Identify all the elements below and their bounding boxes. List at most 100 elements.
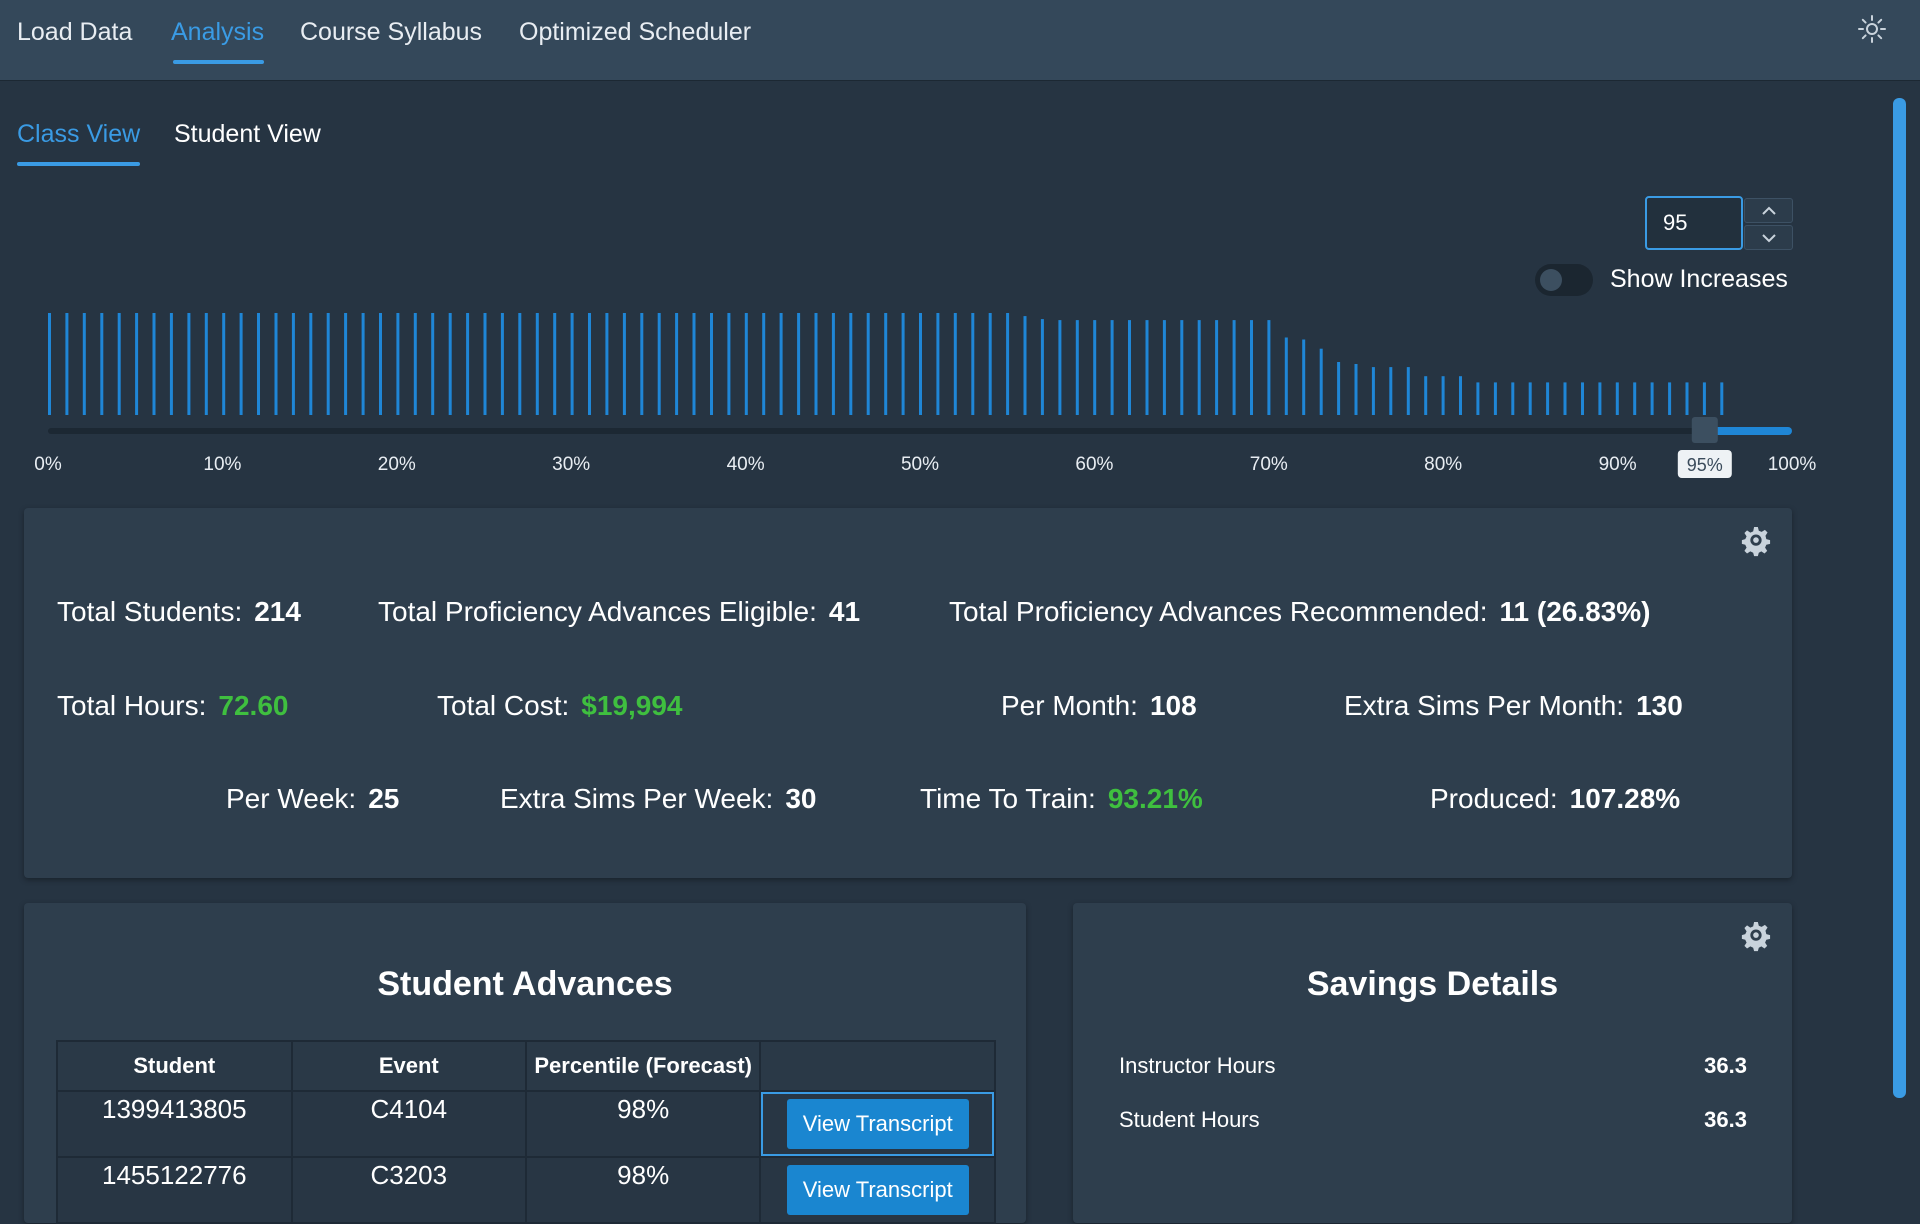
table-row[interactable]: 1399413805 C4104 98% View Transcript bbox=[56, 1090, 996, 1158]
histogram-bar bbox=[1145, 320, 1149, 415]
histogram-bar bbox=[1476, 382, 1480, 415]
stat-value: 130 bbox=[1636, 690, 1683, 721]
histogram-bar bbox=[570, 313, 574, 415]
histogram-bar bbox=[1128, 320, 1131, 415]
savings-details-panel bbox=[1073, 903, 1792, 1223]
eligible-stat: Total Proficiency Advances Eligible: 41 bbox=[378, 596, 860, 628]
stat-value: 107.28% bbox=[1569, 783, 1681, 814]
tick-label: 0% bbox=[34, 454, 62, 475]
stat-value: 93.21% bbox=[1107, 783, 1203, 814]
histogram-bar bbox=[1493, 382, 1497, 415]
show-increases-label: Show Increases bbox=[1610, 265, 1788, 293]
toggle-knob bbox=[1540, 269, 1562, 291]
histogram-bar bbox=[135, 313, 139, 415]
histogram-bar bbox=[169, 313, 173, 415]
stat-value: 25 bbox=[368, 783, 400, 814]
time-to-train-stat: Time To Train: 93.21% bbox=[920, 783, 1203, 815]
col-actions bbox=[759, 1040, 996, 1092]
histogram-bar bbox=[988, 313, 992, 415]
histogram-bar bbox=[814, 313, 818, 415]
histogram-bar bbox=[1162, 320, 1166, 415]
view-transcript-button[interactable]: View Transcript bbox=[786, 1165, 969, 1215]
histogram-bar bbox=[309, 313, 313, 415]
histogram-bar bbox=[1093, 320, 1097, 415]
per-month-stat: Per Month: 108 bbox=[1001, 690, 1197, 722]
histogram-bar bbox=[1180, 320, 1184, 415]
stat-value: 214 bbox=[254, 596, 301, 627]
col-student[interactable]: Student bbox=[56, 1040, 293, 1092]
histogram-bar bbox=[222, 313, 226, 415]
histogram-bar bbox=[953, 313, 957, 415]
stat-label: Extra Sims Per Month: bbox=[1344, 690, 1625, 721]
histogram-bar bbox=[239, 313, 243, 415]
histogram-bar bbox=[762, 313, 766, 415]
histogram-bar bbox=[344, 313, 348, 415]
histogram-bar bbox=[1441, 376, 1445, 415]
slider-value-badge bbox=[1677, 450, 1732, 478]
histogram-bar bbox=[605, 313, 609, 415]
histogram-bar bbox=[413, 313, 417, 415]
tab-analysis[interactable]: Analysis bbox=[171, 14, 265, 64]
tab-course-syllabus[interactable]: Course Syllabus bbox=[300, 18, 483, 46]
histogram-bar bbox=[1511, 382, 1515, 415]
histogram-bar bbox=[379, 313, 382, 415]
chevron-up-icon[interactable] bbox=[1744, 198, 1793, 223]
stat-label: Extra Sims Per Week: bbox=[500, 783, 774, 814]
histogram-bar bbox=[483, 313, 487, 415]
gear-icon[interactable] bbox=[1740, 921, 1772, 953]
histogram-bar bbox=[291, 313, 295, 415]
stat-label: Total Proficiency Advances Eligible: bbox=[378, 596, 817, 627]
col-percentile[interactable]: Percentile (Forecast) bbox=[524, 1040, 762, 1092]
histogram-bar bbox=[884, 313, 888, 415]
tab-optimized-scheduler[interactable]: Optimized Scheduler bbox=[519, 18, 752, 46]
stat-value: 72.60 bbox=[218, 690, 289, 721]
threshold-input[interactable]: 95 bbox=[1645, 196, 1743, 250]
histogram-bar bbox=[657, 313, 661, 415]
histogram-bar bbox=[1284, 337, 1288, 415]
histogram-bar bbox=[797, 313, 801, 415]
histogram-bar bbox=[466, 313, 470, 415]
threshold-stepper[interactable] bbox=[1744, 198, 1793, 250]
subtab-class-view[interactable]: Class View bbox=[17, 118, 141, 166]
gear-icon[interactable] bbox=[1740, 526, 1772, 558]
histogram-bar bbox=[1250, 320, 1253, 415]
tick-label: 80% bbox=[1424, 454, 1462, 475]
histogram-bar bbox=[901, 313, 905, 415]
scrollbar-thumb[interactable] bbox=[1893, 98, 1906, 1098]
histogram-bar bbox=[849, 313, 853, 415]
histogram-bar bbox=[675, 313, 679, 415]
stat-label: Time To Train: bbox=[920, 783, 1096, 814]
histogram-bar bbox=[1075, 320, 1079, 415]
histogram-bar bbox=[710, 313, 713, 415]
sun-icon[interactable] bbox=[1857, 14, 1887, 44]
histogram-bar bbox=[1650, 382, 1654, 415]
total-students-stat: Total Students: 214 bbox=[57, 596, 301, 628]
recommended-stat: Total Proficiency Advances Recommended: 1… bbox=[949, 596, 1651, 628]
percentile-histogram[interactable]: 0% 10% 20% 30% 40% 50% 60% 70% 80% 90% 100% 95% bbox=[0, 300, 1920, 490]
histogram-bar bbox=[187, 313, 191, 415]
chevron-down-icon[interactable] bbox=[1744, 225, 1793, 250]
histogram-bar bbox=[622, 313, 626, 415]
view-transcript-button[interactable]: View Transcript bbox=[786, 1099, 969, 1149]
tick-label: 100% bbox=[1768, 454, 1817, 475]
histogram-bar bbox=[1006, 313, 1010, 415]
slider-fill bbox=[1704, 427, 1792, 435]
histogram-bar bbox=[971, 313, 975, 415]
col-event[interactable]: Event bbox=[290, 1040, 527, 1092]
show-increases-toggle[interactable] bbox=[1535, 264, 1593, 296]
tab-load-data[interactable]: Load Data bbox=[17, 18, 133, 46]
histogram-bar bbox=[919, 313, 922, 415]
slider-handle[interactable] bbox=[1691, 417, 1718, 443]
histogram-bar bbox=[1546, 382, 1550, 415]
histogram-bar bbox=[1459, 376, 1462, 415]
histogram-bar bbox=[553, 313, 557, 415]
histogram-bar bbox=[48, 313, 51, 415]
tick-label: 70% bbox=[1250, 454, 1288, 475]
subtab-student-view[interactable]: Student View bbox=[174, 120, 321, 148]
table-header-row: Student Event Percentile (Forecast) bbox=[56, 1040, 996, 1092]
tick-label: 40% bbox=[727, 454, 765, 475]
table-row[interactable]: 1455122776 C3203 98% View Transcript bbox=[56, 1156, 996, 1224]
slider-track[interactable] bbox=[48, 428, 1792, 434]
student-hours-value: 36.3 bbox=[1704, 1107, 1747, 1132]
percentile-cell: 98% bbox=[524, 1090, 762, 1158]
